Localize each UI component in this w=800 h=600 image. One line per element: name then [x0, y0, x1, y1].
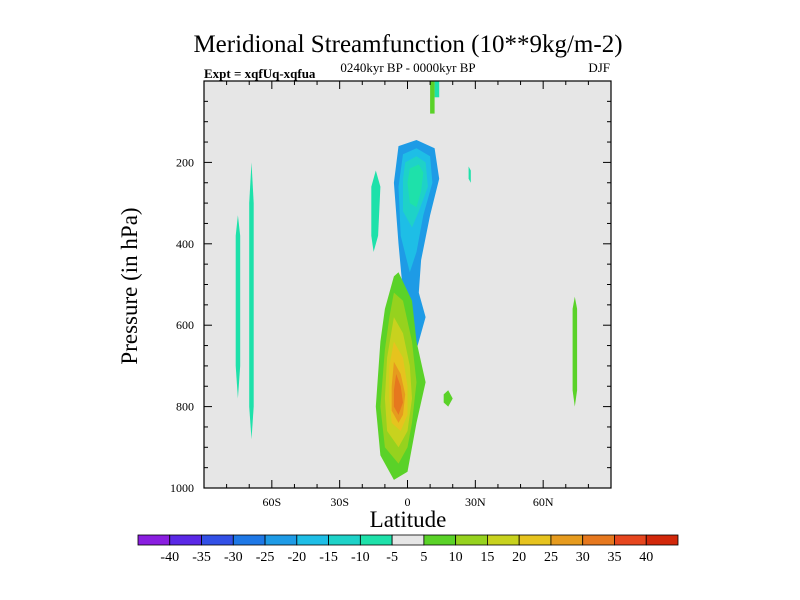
colorbar-swatch [423, 534, 457, 546]
colorbar-label: 30 [576, 550, 590, 565]
colorbar-swatch [550, 534, 584, 546]
colorbar-label: -20 [287, 550, 306, 565]
x-tick-label: 60N [533, 495, 554, 509]
colorbar-label: 40 [639, 550, 653, 565]
colorbar-swatch [296, 534, 329, 546]
colorbar-label: -40 [160, 550, 179, 565]
colorbar-swatch [201, 534, 234, 546]
x-tick-label: 30S [330, 495, 349, 509]
positive-patch-north-17 [443, 390, 453, 407]
chart-title: Meridional Streamfunction (10**9kg/m-2) [193, 31, 622, 58]
colorbar-label: 15 [480, 550, 494, 565]
colorbar-swatch [391, 534, 425, 546]
colorbar: -40 -35 -30 -25 -20 -15 -10 -5 5 10 15 20 25 30 35 40 [137, 534, 679, 565]
period-subtitle: 0240kyr BP - 0000kyr BP [340, 60, 475, 75]
x-tick-label: 0 [405, 495, 411, 509]
colorbar-label: -30 [224, 550, 243, 565]
positive-patch-top-18 [430, 81, 435, 114]
colorbar-swatch [232, 534, 266, 546]
colorbar-label: -15 [319, 550, 338, 565]
negative-patch-top-9 [468, 166, 471, 183]
colorbar-swatch [169, 534, 202, 546]
negative-band-south-6 [249, 162, 254, 440]
axis-ticks: 60S 30S 0 30N 60N 200 400 600 800 1000 [170, 80, 612, 509]
colorbar-swatch [264, 534, 298, 546]
colorbar-label: 5 [420, 550, 427, 565]
colorbar-label: -25 [256, 550, 275, 565]
colorbar-label: -10 [351, 550, 370, 565]
y-tick-label: 800 [176, 400, 194, 414]
y-tick-label: 600 [176, 318, 194, 332]
x-axis-label: Latitude [370, 507, 447, 532]
colorbar-swatch [137, 534, 171, 546]
colorbar-label: -35 [192, 550, 211, 565]
colorbar-swatch [645, 534, 679, 546]
y-tick-label: 1000 [170, 481, 194, 495]
colorbar-label: 20 [512, 550, 526, 565]
colorbar-swatch [582, 534, 615, 546]
colorbar-swatch [359, 534, 393, 546]
positive-patch-north-16 [572, 296, 578, 407]
colorbar-label: -5 [386, 550, 398, 565]
colorbar-label: 10 [449, 550, 463, 565]
negative-band-south-5 [235, 215, 241, 399]
colorbar-swatch [328, 534, 361, 546]
season-subtitle: DJF [588, 60, 610, 75]
x-tick-label: 60S [262, 495, 281, 509]
y-tick-label: 200 [176, 155, 194, 169]
negative-patch-mid-7 [371, 170, 381, 252]
x-tick-label: 30N [465, 495, 486, 509]
colorbar-swatch [455, 534, 488, 546]
contour-regions [235, 81, 578, 480]
colorbar-label: 35 [607, 550, 621, 565]
y-tick-label: 400 [176, 237, 194, 251]
colorbar-swatch [614, 534, 647, 546]
y-axis-label: Pressure (in hPa) [117, 207, 142, 364]
colorbar-swatch [518, 534, 552, 546]
negative-patch-top-8 [434, 81, 440, 98]
experiment-subtitle: Expt = xqfUq-xqfua [204, 66, 316, 81]
colorbar-swatch [487, 534, 520, 546]
colorbar-label: 25 [544, 550, 558, 565]
positive-core-lower-15 [393, 374, 403, 415]
negative-core-upper-4 [409, 170, 422, 199]
